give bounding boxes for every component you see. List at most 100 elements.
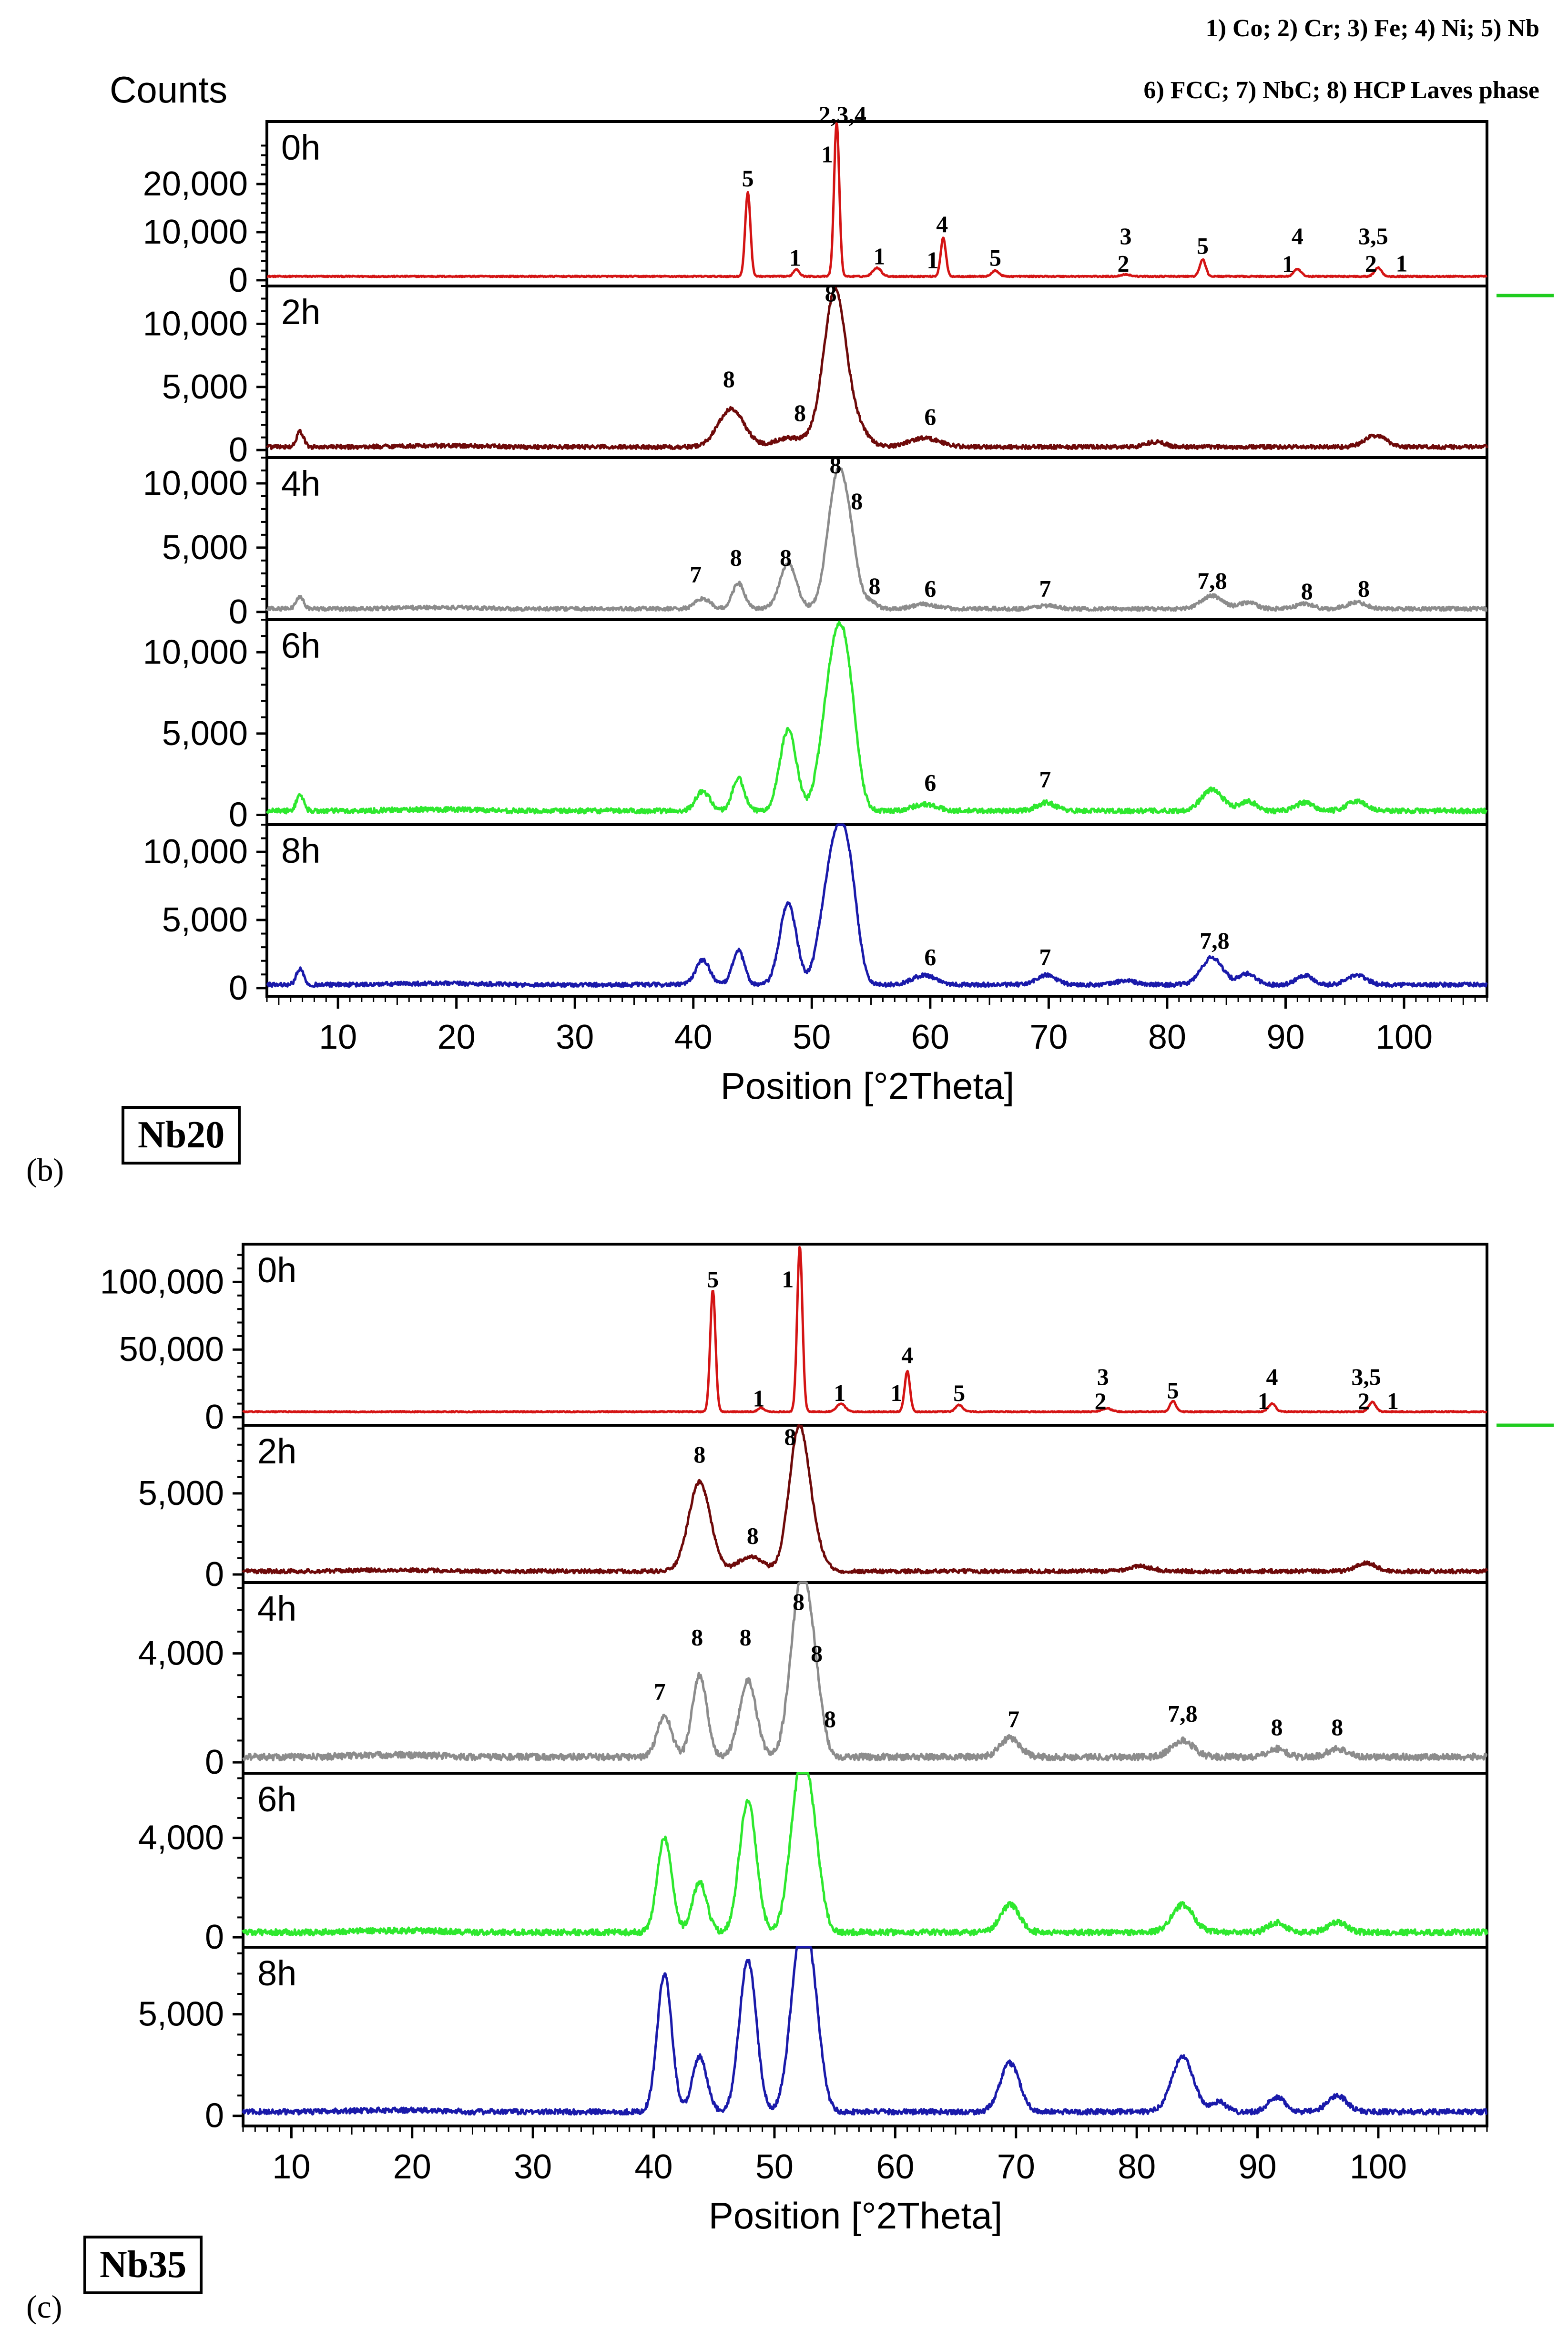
peak-label: 6 xyxy=(924,575,936,602)
peak-label: 8 xyxy=(693,1441,705,1468)
xrd-pattern-0h xyxy=(242,1246,1488,1414)
peak-label: 1 xyxy=(834,1380,845,1406)
subplot-2h: 0 5,000 2h 8 8 8 xyxy=(138,1423,1488,1594)
subplot-6h: 0 4,000 6h xyxy=(138,1772,1488,1956)
xrd-pattern-0h xyxy=(266,122,1488,278)
y-tick-label: 5,000 xyxy=(162,901,248,939)
peak-label: 1 xyxy=(753,1385,765,1411)
peak-label: 2,3,4 xyxy=(819,101,866,128)
y-tick-label: 10,000 xyxy=(143,464,248,502)
x-tick-label: 10 xyxy=(319,1018,357,1056)
xrd-pattern-8h xyxy=(266,823,1488,988)
y-tick-label: 0 xyxy=(229,969,248,1007)
x-tick-label: 60 xyxy=(876,2148,914,2186)
y-tick-label: 10,000 xyxy=(143,833,248,871)
peak-label: 8 xyxy=(1331,1714,1343,1740)
peak-label: 6 xyxy=(924,769,936,796)
x-axis-label: Position [°2Theta] xyxy=(721,1065,1015,1107)
x-tick-label: 100 xyxy=(1350,2148,1407,2186)
x-tick-label: 50 xyxy=(755,2148,794,2186)
time-label: 4h xyxy=(257,1589,296,1628)
time-label: 6h xyxy=(281,626,320,665)
y-tick-label: 0 xyxy=(205,1743,224,1781)
peak-label: 8 xyxy=(723,366,735,392)
peak-label: 4 xyxy=(901,1342,913,1369)
peak-label: 8 xyxy=(1271,1714,1283,1740)
xrd-pattern-6h xyxy=(242,1772,1488,1937)
xrd-pattern-2h xyxy=(242,1424,1488,1574)
peak-label: 7 xyxy=(654,1678,666,1705)
panel-letter-b: (b) xyxy=(26,1152,64,1188)
x-tick-label: 20 xyxy=(438,1018,476,1056)
peak-label: 2 xyxy=(1117,250,1129,277)
peak-label: 8 xyxy=(784,1423,796,1450)
y-tick-label: 0 xyxy=(229,431,248,469)
time-label: 8h xyxy=(257,1953,296,1993)
x-axis-label: Position [°2Theta] xyxy=(709,2195,1003,2237)
subplot-6h: 0 5,000 10,000 6h 6 7 xyxy=(143,618,1488,834)
peak-label: 1 xyxy=(789,245,801,271)
sample-label-nb35: Nb35 xyxy=(83,2236,203,2294)
x-tick-label: 80 xyxy=(1148,1018,1186,1056)
y-tick-label: 0 xyxy=(205,1918,224,1956)
x-tick-label: 70 xyxy=(997,2148,1035,2186)
peak-label: 1 xyxy=(890,1380,902,1406)
subplot-8h: 0 5,000 8h xyxy=(138,1946,1488,2135)
peak-label: 8 xyxy=(747,1522,759,1549)
peak-label: 5 xyxy=(1167,1377,1179,1403)
y-tick-label: 4,000 xyxy=(138,1819,224,1857)
counts-label: Counts xyxy=(110,69,227,111)
sample-label-nb20: Nb20 xyxy=(122,1106,241,1165)
peak-label: 5 xyxy=(1197,232,1209,259)
y-tick-label: 5,000 xyxy=(138,1995,224,2034)
x-tick-label: 30 xyxy=(556,1018,594,1056)
y-tick-label: 5,000 xyxy=(162,715,248,753)
subplot-8h: 0 5,000 10,000 8h 6 7 7,8 xyxy=(143,823,1488,1007)
xrd-pattern-6h xyxy=(265,620,1488,815)
time-label: 4h xyxy=(281,464,320,503)
subplot-frame xyxy=(242,1581,1488,1775)
legend-elements: 1) Co; 2) Cr; 3) Fe; 4) Ni; 5) Nb xyxy=(1205,15,1539,42)
peak-label: 8 xyxy=(830,451,842,478)
y-tick-label: 0 xyxy=(205,2097,224,2135)
subplot-2h: 0 5,000 10,000 2h 8 8 8 6 xyxy=(143,280,1488,469)
peak-label: 5 xyxy=(989,245,1001,271)
peak-label: 4 xyxy=(1292,223,1303,249)
peak-label: 8 xyxy=(730,544,742,571)
subplot-frame xyxy=(242,1243,1488,1427)
y-tick-label: 0 xyxy=(205,1398,224,1436)
y-tick-label: 100,000 xyxy=(100,1263,224,1301)
peak-label: 7 xyxy=(690,561,702,588)
peak-label: 8 xyxy=(691,1624,703,1650)
peak-label: 8 xyxy=(869,572,881,599)
peak-label: 2 xyxy=(1365,250,1377,277)
xrd-pattern-2h xyxy=(266,287,1488,450)
peak-label: 1 xyxy=(821,141,833,168)
peak-label: 2 xyxy=(1358,1388,1370,1414)
peak-label: 6 xyxy=(924,943,936,970)
time-label: 6h xyxy=(257,1779,296,1819)
y-tick-label: 0 xyxy=(229,593,248,631)
x-tick-label: 40 xyxy=(674,1018,713,1056)
y-tick-label: 50,000 xyxy=(119,1330,224,1369)
peak-label: 7 xyxy=(1039,943,1051,970)
subplot-frame xyxy=(265,618,1488,826)
peak-label: 8 xyxy=(794,399,806,426)
y-tick-label: 20,000 xyxy=(143,165,248,203)
x-tick-label: 80 xyxy=(1118,2148,1156,2186)
x-tick-label: 90 xyxy=(1266,1018,1304,1056)
xrd-pattern-8h xyxy=(242,1946,1488,2116)
peak-label: 3 xyxy=(1120,223,1131,249)
peak-label: 7,8 xyxy=(1200,927,1230,954)
peak-label: 8 xyxy=(1358,575,1370,602)
y-tick-label: 5,000 xyxy=(138,1474,224,1512)
subplot-frame xyxy=(242,1946,1488,2127)
x-tick-label: 100 xyxy=(1375,1018,1433,1056)
peak-label: 6 xyxy=(924,403,936,430)
peak-label: 7 xyxy=(1039,575,1051,602)
